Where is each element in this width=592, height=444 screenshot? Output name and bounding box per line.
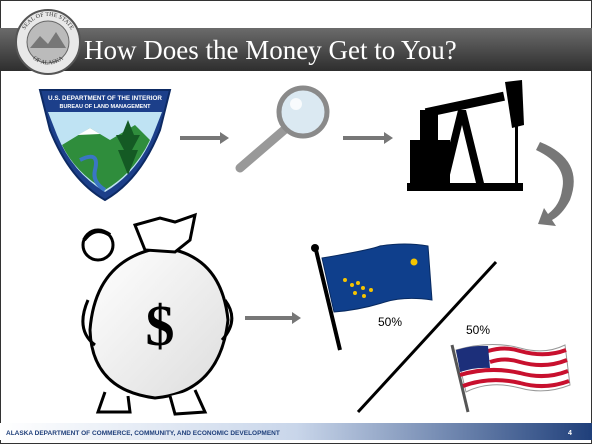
dollar-sign: $	[146, 293, 175, 358]
title: How Does the Money Get to You?	[84, 35, 457, 65]
federal-share: 50%	[466, 323, 490, 337]
page: How Does the Money Get to You? SEAL OF T…	[0, 0, 592, 444]
blm-line2: BUREAU OF LAND MANAGEMENT	[59, 104, 151, 110]
blm-line1: U.S. DEPARTMENT OF THE INTERIOR	[48, 95, 162, 102]
state-seal: SEAL OF THE STATE OF ALASKA	[16, 10, 80, 74]
footer-text: ALASKA DEPARTMENT OF COMMERCE, COMMUNITY…	[6, 430, 280, 437]
page-number: 4	[568, 430, 572, 437]
slide: How Does the Money Get to You? SEAL OF T…	[0, 0, 592, 444]
state-share: 50%	[378, 315, 402, 329]
